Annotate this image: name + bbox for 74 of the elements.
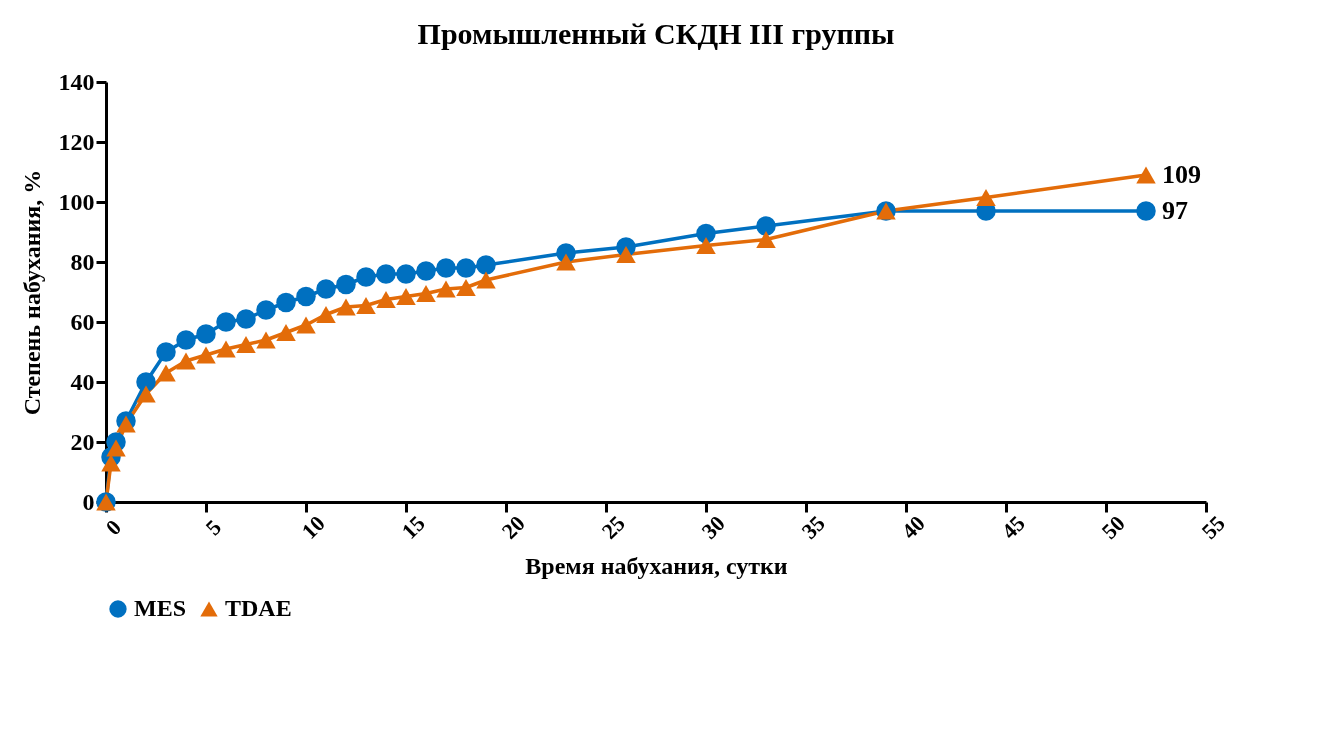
legend-label: MES [134, 595, 187, 621]
x-tick-label: 30 [696, 510, 730, 544]
point [216, 340, 236, 358]
y-axis-title: Степень набухания, % [18, 169, 45, 416]
point [456, 258, 476, 278]
point [456, 279, 476, 296]
data-label: 97 [1162, 196, 1188, 225]
y-tick-label: 100 [58, 188, 95, 215]
point [1136, 201, 1156, 221]
x-tick-label: 0 [100, 514, 126, 540]
x-axis-title: Время набухания, сутки [525, 553, 788, 580]
point [1136, 166, 1156, 184]
y-tick-label: 20 [70, 428, 95, 455]
point [296, 286, 316, 307]
data-label: 109 [1162, 160, 1201, 189]
point [176, 330, 196, 350]
x-tick-label: 20 [496, 510, 530, 544]
x-tick-label: 5 [200, 514, 226, 540]
x-tick-label: 35 [796, 510, 830, 544]
point [196, 346, 216, 364]
point [416, 261, 436, 281]
point [436, 258, 456, 278]
point [376, 291, 396, 308]
x-tick-label: 10 [296, 510, 330, 544]
point [976, 189, 996, 206]
point [616, 246, 636, 263]
point [196, 324, 216, 344]
point [396, 264, 416, 284]
point [216, 312, 236, 332]
point [696, 223, 716, 244]
point [756, 216, 776, 236]
point [101, 454, 121, 472]
point [136, 385, 156, 403]
x-tick-label: 40 [896, 510, 930, 544]
x-tick-label: 45 [996, 510, 1030, 544]
point [156, 342, 176, 362]
point [556, 253, 576, 271]
x-tick-label: 50 [1096, 510, 1130, 544]
point [436, 280, 456, 298]
point [476, 255, 496, 275]
point [476, 271, 496, 289]
point [756, 231, 776, 248]
point [416, 285, 436, 302]
point [336, 298, 356, 316]
y-tick-label: 60 [70, 308, 95, 335]
point [356, 297, 376, 314]
x-tick-label: 55 [1196, 510, 1230, 544]
point [276, 324, 296, 341]
y-tick-label: 80 [70, 248, 95, 275]
y-tick-label: 140 [58, 68, 95, 95]
point [356, 267, 376, 287]
legend-label: TDAE [225, 595, 292, 621]
point [296, 316, 316, 334]
y-tick-label: 120 [58, 128, 95, 155]
point [276, 292, 296, 313]
point [156, 364, 176, 382]
point [396, 288, 416, 305]
point [336, 274, 356, 295]
point [696, 237, 716, 254]
point [316, 279, 336, 299]
y-tick-label: 40 [70, 368, 95, 395]
point [176, 352, 196, 370]
point [136, 372, 156, 392]
point [236, 309, 256, 329]
point [376, 264, 396, 284]
x-tick-label: 15 [396, 510, 430, 544]
point [256, 331, 276, 349]
point [106, 439, 126, 457]
point [316, 306, 336, 323]
y-tick-label: 0 [82, 488, 95, 515]
point [256, 300, 276, 320]
x-tick-label: 25 [596, 510, 630, 544]
chart-title: Промышленный СКДН III группы [417, 17, 895, 50]
point [236, 336, 256, 353]
